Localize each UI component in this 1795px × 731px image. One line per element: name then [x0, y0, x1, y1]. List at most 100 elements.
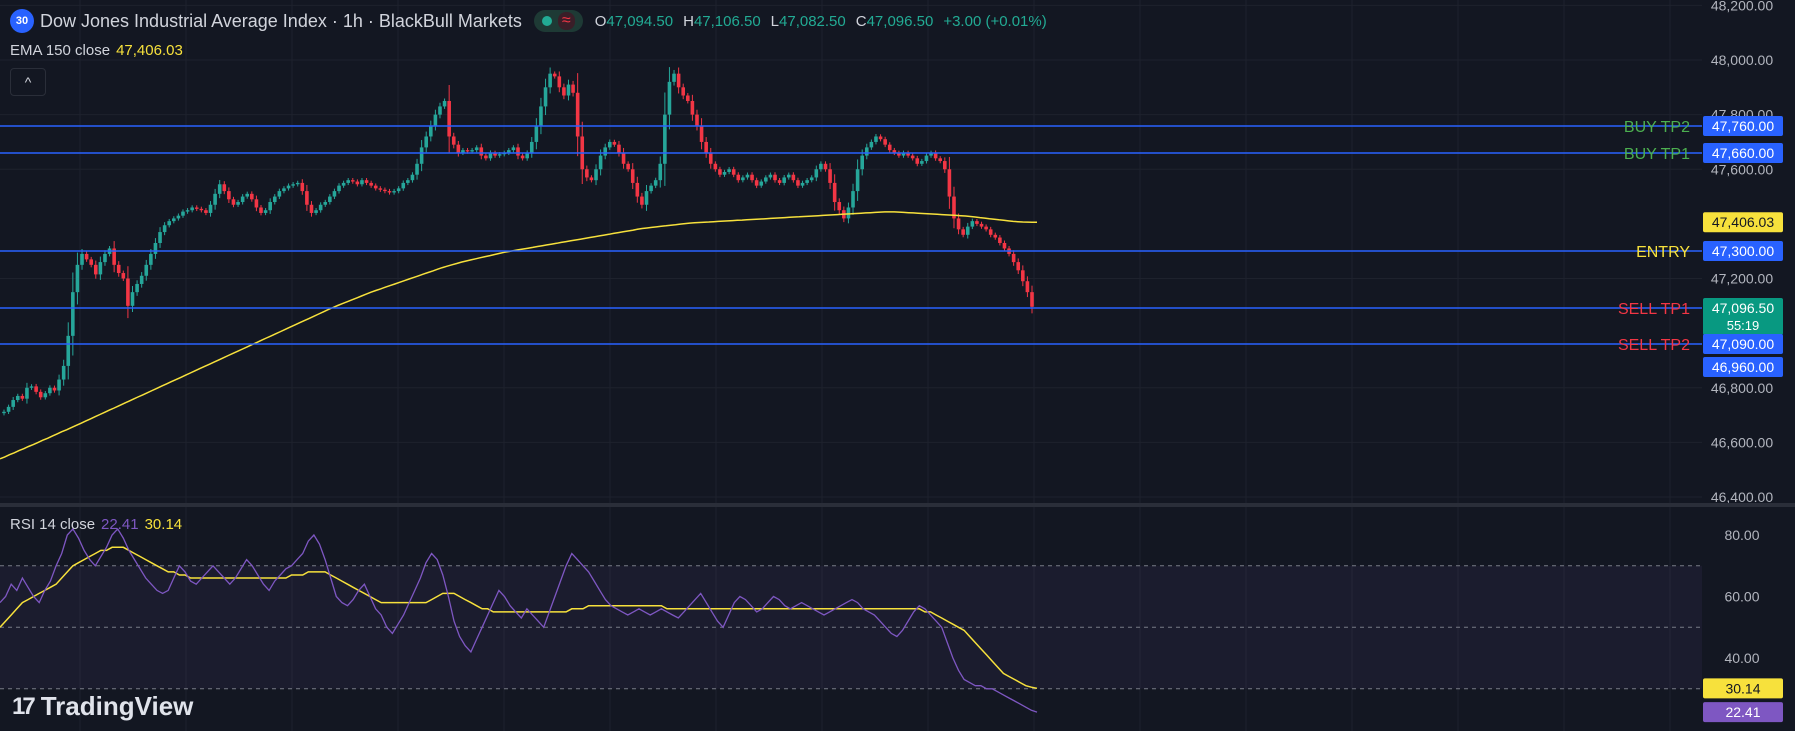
- candle-body: [323, 202, 328, 205]
- candle-body: [429, 125, 433, 137]
- level-label: BUY TP2: [1624, 119, 1690, 136]
- candle-body: [718, 169, 722, 175]
- candle-body: [782, 177, 786, 183]
- candle-body: [34, 386, 38, 392]
- current-price-label: 47,096.50: [1712, 300, 1774, 316]
- candle-body: [534, 125, 539, 142]
- candle-body: [708, 152, 713, 164]
- candle-body: [488, 152, 493, 159]
- candle-body: [699, 125, 704, 142]
- level-label: BUY TP1: [1624, 146, 1690, 163]
- candle-body: [71, 292, 75, 336]
- candle-body: [461, 150, 465, 153]
- symbol-badge-icon[interactable]: 30: [10, 9, 34, 33]
- candle-body: [341, 182, 346, 186]
- candle-body: [222, 184, 227, 192]
- candle-body: [470, 150, 474, 152]
- level-price-label: 47,090.00: [1712, 336, 1774, 352]
- low-value: 47,082.50: [779, 12, 846, 30]
- candle-body: [892, 150, 897, 153]
- tradingview-logo[interactable]: 17 TradingView: [12, 691, 193, 722]
- market-status-pill[interactable]: ≈: [533, 10, 583, 32]
- candle-body: [874, 136, 878, 142]
- candle-body: [901, 152, 906, 156]
- candle-body: [259, 207, 263, 213]
- candle-body: [204, 210, 208, 213]
- candle-body: [883, 139, 887, 145]
- candle-body: [20, 395, 25, 399]
- price-tick-label: 46,400.00: [1711, 489, 1773, 505]
- candle-body: [291, 184, 295, 186]
- rsi-ma-value-label: 30.14: [1725, 680, 1760, 696]
- candle-body: [814, 169, 819, 178]
- candle-body: [364, 180, 369, 183]
- candle-body: [190, 207, 194, 211]
- candle-body: [924, 155, 929, 162]
- candle-body: [594, 169, 598, 181]
- rsi-tick-label: 80.00: [1724, 527, 1759, 543]
- candle-body: [649, 185, 653, 192]
- candle-body: [566, 84, 571, 96]
- candle-body: [800, 182, 805, 186]
- candle-body: [98, 262, 103, 275]
- candle-body: [130, 292, 135, 306]
- level-price-tag: [1703, 116, 1783, 136]
- candle-body: [1021, 270, 1025, 282]
- candle-body: [915, 158, 920, 164]
- candle-body: [484, 155, 488, 159]
- ema-legend[interactable]: EMA 150 close 47,406.03: [10, 42, 183, 59]
- price-tick-label: 47,200.00: [1711, 271, 1773, 287]
- candle-body: [424, 136, 429, 148]
- rsi-value-tag: [1703, 702, 1783, 723]
- candle-body: [511, 147, 516, 151]
- candle-body: [791, 174, 796, 181]
- candle-body: [240, 196, 245, 203]
- candle-body: [318, 204, 323, 211]
- ema-price-tag: [1703, 212, 1783, 233]
- candle-body: [965, 226, 970, 235]
- candle-body: [585, 169, 589, 178]
- candle-body: [378, 188, 383, 190]
- candle-body: [970, 221, 975, 227]
- level-price-label: 46,960.00: [1712, 359, 1774, 375]
- candle-body: [112, 248, 116, 265]
- level-price-tag: [1703, 357, 1783, 377]
- candle-body: [640, 196, 644, 205]
- candle-body: [768, 174, 773, 178]
- rsi-legend[interactable]: RSI 14 close 22.41 30.14: [10, 516, 182, 533]
- candle-body: [832, 182, 837, 203]
- tradingview-logo-icon: 17: [12, 692, 36, 720]
- candle-body: [254, 199, 259, 208]
- price-tick-label: 48,200.00: [1711, 0, 1773, 13]
- pane-separator: [0, 503, 1795, 507]
- price-tick-label: 46,600.00: [1711, 434, 1773, 450]
- price-tick-label: 46,800.00: [1711, 380, 1773, 396]
- candle-body: [695, 114, 699, 126]
- ema-price-label: 47,406.03: [1712, 214, 1774, 230]
- current-price-tag: [1703, 298, 1783, 335]
- candle-body: [415, 163, 419, 175]
- candle-body: [943, 161, 947, 170]
- candle-body: [759, 181, 764, 186]
- candle-body: [1025, 281, 1030, 293]
- candle-body: [139, 275, 144, 284]
- candle-body: [433, 114, 438, 126]
- ema-150-line: [0, 211, 1037, 460]
- candle-body: [736, 174, 741, 181]
- candle-body: [497, 154, 502, 156]
- level-label: SELL TP2: [1618, 337, 1690, 354]
- candle-body: [199, 208, 204, 211]
- chart-title[interactable]: Dow Jones Industrial Average Index · 1h …: [40, 10, 522, 31]
- candle-body: [988, 229, 993, 235]
- candle-body: [149, 253, 153, 265]
- candle-body: [80, 253, 84, 265]
- candle-body: [676, 73, 681, 88]
- candle-body: [231, 199, 236, 205]
- candle-body: [727, 169, 731, 172]
- candle-body: [855, 169, 860, 192]
- collapse-legend-button[interactable]: ^: [10, 68, 46, 96]
- level-price-tag: [1703, 241, 1783, 261]
- candle-body: [603, 147, 607, 156]
- high-value: 47,106.50: [693, 12, 761, 30]
